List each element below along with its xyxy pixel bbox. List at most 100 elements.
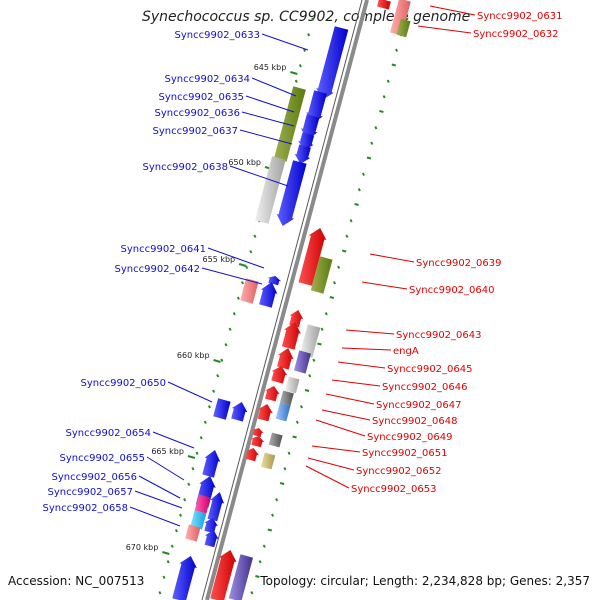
ruler-tick-outer	[374, 126, 378, 130]
genome-backbone	[205, 0, 369, 600]
forward-gene-label: Syncc9902_0638	[143, 162, 229, 173]
kbp-tick	[162, 551, 170, 555]
forward-gene-label: Syncc9902_0633	[175, 30, 261, 41]
kbp-mark-label: 655 kbp	[203, 255, 236, 264]
ruler-tick-outer	[341, 249, 347, 253]
reverse-gene-label: Syncc9902_0632	[473, 29, 559, 40]
reverse-label-leader	[305, 465, 350, 489]
ruler-tick-outer	[262, 544, 266, 548]
kbp-mark-label: 660 kbp	[177, 351, 210, 360]
ruler-tick-outer	[333, 281, 337, 285]
forward-gene-label: Syncc9902_0636	[155, 108, 241, 119]
ruler-tick-outer	[283, 467, 287, 471]
ruler-tick-inner	[245, 265, 249, 269]
reverse-label-leader	[429, 5, 476, 16]
reverse-label-leader	[361, 281, 408, 290]
reverse-label-leader	[315, 419, 366, 437]
forward-gene-label: Syncc9902_0634	[165, 74, 251, 85]
forward-gene-label: Syncc9902_0654	[66, 428, 152, 439]
reverse-gene-label: Syncc9902_0648	[372, 416, 458, 427]
gene-red-b	[277, 348, 294, 370]
ruler-tick-outer	[357, 188, 361, 192]
reverse-gene-label: Syncc9902_0653	[351, 484, 437, 495]
ruler-tick-inner	[220, 358, 224, 362]
ruler-tick-inner	[199, 436, 203, 440]
forward-label-leader	[207, 247, 265, 269]
reverse-label-leader	[345, 329, 395, 335]
gene-red-bottom	[210, 550, 237, 600]
ruler-tick-outer	[287, 451, 291, 455]
ruler-tick-outer	[382, 95, 386, 99]
ruler-tick-inner	[307, 33, 311, 37]
ruler-tick-inner	[294, 79, 298, 83]
reverse-label-leader	[341, 347, 392, 351]
ruler-tick-inner	[179, 513, 183, 517]
gene-dgray-b	[268, 432, 283, 448]
gene-0654	[202, 450, 221, 478]
reverse-gene-label: Syncc9902_0639	[416, 258, 502, 269]
reverse-gene-label: engA	[393, 346, 419, 357]
ruler-tick-outer	[337, 265, 341, 269]
ruler-tick-outer	[304, 389, 310, 392]
ruler-tick-inner	[212, 389, 216, 393]
forward-label-leader	[239, 129, 293, 145]
gene-0651	[250, 436, 265, 448]
ruler-tick-inner	[216, 374, 220, 378]
gene-0658a	[190, 510, 207, 530]
gene-0650a	[213, 398, 231, 420]
reverse-label-leader	[311, 445, 361, 453]
ruler-tick-outer	[386, 79, 390, 83]
gene-0640	[310, 256, 333, 294]
ruler-tick-inner	[162, 575, 166, 579]
forward-label-leader	[146, 456, 185, 481]
reverse-gene-label: Syncc9902_0643	[396, 330, 482, 341]
ruler-tick-inner	[183, 498, 187, 502]
gene-0638	[276, 160, 307, 226]
ruler-tick-outer	[320, 327, 324, 331]
forward-gene-label: Syncc9902_0657	[48, 487, 134, 498]
gene-olive-a	[274, 86, 306, 162]
ruler-tick-outer	[345, 234, 349, 238]
ruler-tick-outer	[255, 575, 260, 578]
forward-gene-label: Syncc9902_0655	[60, 453, 146, 464]
ruler-tick-outer	[275, 498, 279, 502]
reverse-label-leader	[369, 253, 415, 263]
gene-0633	[316, 26, 349, 101]
reverse-gene-label: Syncc9902_0631	[477, 11, 563, 22]
reverse-gene-label: Syncc9902_0647	[376, 400, 462, 411]
forward-label-leader	[241, 111, 295, 127]
ruler-tick-outer	[361, 172, 365, 176]
kbp-mark-label: 645 kbp	[254, 63, 287, 72]
ruler-tick-inner	[203, 420, 207, 424]
ruler-tick-inner	[311, 17, 315, 21]
forward-gene-label: Syncc9902_0637	[153, 126, 239, 137]
forward-gene-label: Syncc9902_0641	[121, 244, 207, 255]
forward-gene-label: Syncc9902_0635	[159, 92, 245, 103]
ruler-tick-outer	[379, 110, 384, 113]
gene-0648	[275, 402, 291, 422]
gene-red-a	[289, 310, 304, 328]
forward-gene-label: Syncc9902_0650	[81, 378, 167, 389]
ruler-tick-outer	[299, 405, 303, 409]
reverse-gene-label: Syncc9902_0649	[367, 432, 453, 443]
forward-label-leader	[229, 165, 289, 187]
reverse-label-leader	[417, 25, 472, 34]
ruler-tick-outer	[295, 420, 299, 424]
reverse-label-leader	[321, 409, 371, 421]
gene-purple-bottom	[228, 554, 253, 600]
ruler-tick-inner	[191, 467, 195, 471]
ruler-tick-outer	[258, 560, 262, 564]
ruler-tick-outer	[391, 63, 397, 67]
ruler-tick-inner	[158, 591, 162, 595]
ruler-tick-inner	[298, 64, 302, 68]
forward-gene-label: Syncc9902_0656	[52, 472, 138, 483]
gene-0646	[271, 366, 288, 384]
gene-gray-b	[285, 376, 300, 394]
ruler-tick-inner	[232, 312, 236, 316]
forward-label-leader	[245, 95, 295, 113]
ruler-tick-inner	[236, 296, 240, 300]
ruler-tick-outer	[354, 203, 359, 206]
ruler-tick-inner	[224, 343, 228, 347]
gene-blue-c	[204, 530, 219, 548]
